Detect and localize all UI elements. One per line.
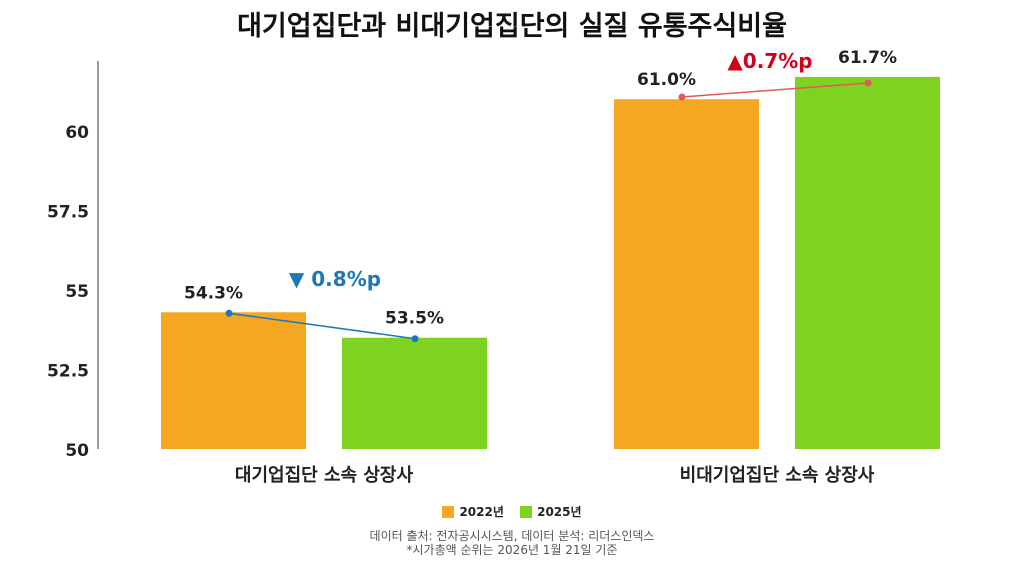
legend-item-2025: 2025년 bbox=[520, 505, 582, 519]
bar-0-1 bbox=[342, 337, 487, 449]
bar-0-0 bbox=[161, 312, 306, 449]
data-label: 54.3% bbox=[184, 283, 243, 303]
data-label: 53.5% bbox=[385, 309, 444, 329]
connector-point bbox=[225, 309, 233, 317]
chart-title: 대기업집단과 비대기업집단의 실질 유통주식비율 bbox=[237, 11, 787, 42]
change-connector bbox=[228, 312, 416, 340]
x-category-label: 대기업집단 소속 상장사 bbox=[235, 465, 414, 486]
change-annotation: ▲0.7%p bbox=[727, 49, 812, 73]
legend-label: 2025년 bbox=[537, 505, 582, 519]
y-tick-label: 55 bbox=[65, 282, 89, 302]
legend-label: 2022년 bbox=[459, 505, 504, 519]
y-tick-label: 50 bbox=[65, 441, 89, 461]
data-label: 61.0% bbox=[637, 70, 696, 90]
bar-1-0 bbox=[614, 99, 759, 449]
x-category-label: 비대기업집단 소속 상장사 bbox=[680, 465, 875, 486]
bar-1-1 bbox=[795, 76, 940, 449]
legend-swatch bbox=[442, 506, 455, 518]
y-tick-label: 52.5 bbox=[47, 362, 89, 382]
change-annotation: ▼ 0.8%p bbox=[289, 267, 381, 291]
y-tick-label: 60 bbox=[65, 123, 89, 143]
legend-item-2022: 2022년 bbox=[442, 505, 504, 519]
y-tick-label: 57.5 bbox=[47, 203, 89, 223]
change-connector bbox=[681, 82, 869, 98]
connector-point bbox=[411, 335, 419, 343]
connector-point bbox=[864, 79, 872, 87]
data-label: 61.7% bbox=[838, 48, 897, 68]
connector-point bbox=[678, 93, 686, 101]
source-note: 데이터 출처: 전자공시시스템, 데이터 분석: 리더스인덱스 bbox=[369, 529, 655, 543]
legend: 2022년 2025년 bbox=[0, 503, 1024, 520]
footnote: *시가총액 순위는 2026년 1월 21일 기준 bbox=[406, 543, 618, 557]
legend-swatch bbox=[520, 506, 533, 518]
